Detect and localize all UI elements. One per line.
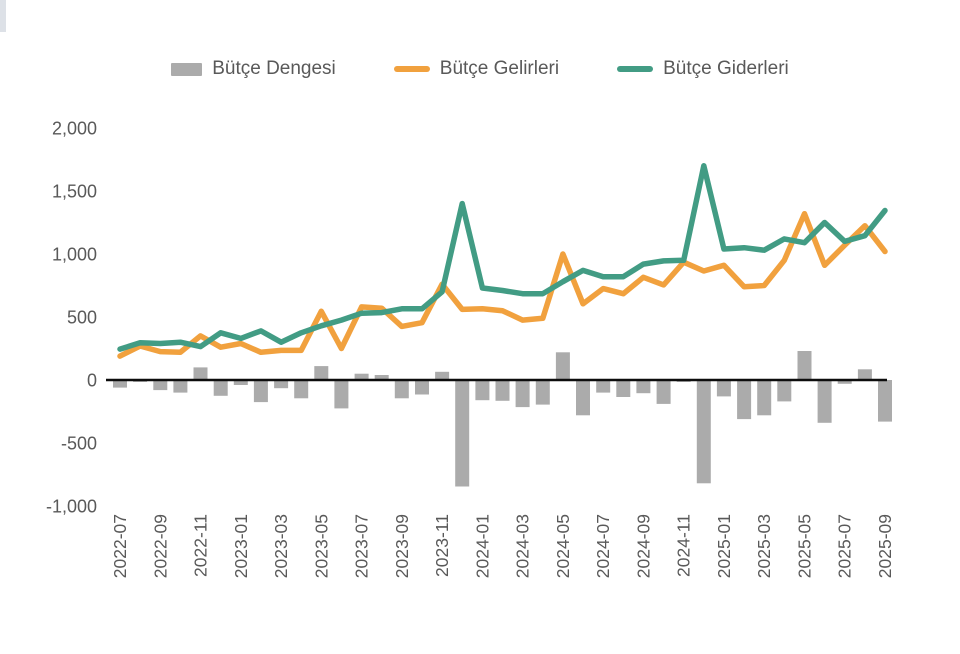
bar-budget-balance (455, 380, 470, 487)
x-tick-label: 2024-03 (513, 514, 533, 578)
y-tick-label: 0 (87, 371, 97, 391)
x-tick-label: 2022-07 (110, 514, 130, 578)
y-tick-label: -500 (61, 434, 97, 454)
bar-budget-balance (334, 380, 349, 409)
x-tick-label: 2023-11 (432, 514, 452, 577)
legend-label-budget-balance: Bütçe Dengesi (212, 58, 336, 79)
legend-swatch-budget-revenues (393, 66, 430, 72)
bar-budget-balance (394, 380, 409, 399)
x-tick-label: 2024-01 (472, 514, 492, 578)
x-tick-label: 2023-01 (231, 514, 251, 578)
bar-budget-balance (173, 380, 188, 393)
x-tick-label: 2025-03 (754, 514, 774, 578)
bar-budget-balance (233, 380, 248, 385)
legend-swatch-budget-expenditures (617, 66, 654, 72)
x-tick-label: 2025-09 (875, 514, 895, 578)
x-tick-label: 2023-07 (352, 514, 372, 578)
x-tick-label: 2022-09 (150, 514, 170, 578)
bar-budget-balance (737, 380, 752, 420)
x-tick-label: 2025-01 (714, 514, 734, 578)
bar-budget-balance (797, 351, 812, 380)
bar-budget-balance (616, 380, 631, 397)
y-tick-label: 1,500 (52, 182, 97, 202)
bar-budget-balance (716, 380, 731, 397)
bar-budget-balance (817, 380, 832, 423)
bar-budget-balance (656, 380, 671, 404)
bar-budget-balance (253, 380, 268, 403)
bar-budget-balance (878, 380, 892, 422)
y-tick-label: 500 (67, 308, 97, 328)
bar-budget-balance (354, 373, 369, 380)
line-budget-revenues (117, 210, 888, 359)
bar-budget-balance (535, 380, 550, 405)
chart-legend: Bütçe Dengesi Bütçe Gelirleri Bütçe Gide… (0, 58, 960, 80)
bar-budget-balance (555, 352, 570, 380)
bar-budget-balance (294, 380, 309, 399)
x-tick-label: 2025-07 (835, 514, 855, 578)
x-tick-label: 2024-07 (593, 514, 613, 578)
bar-budget-balance (636, 380, 651, 394)
bar-budget-balance (274, 380, 289, 389)
legend-swatch-budget-balance (171, 62, 203, 76)
bar-budget-balance (435, 371, 450, 380)
x-tick-label: 2024-05 (553, 514, 573, 578)
bar-budget-balance (576, 380, 590, 416)
bar-budget-balance (757, 380, 772, 416)
x-tick-label: 2024-11 (674, 514, 694, 577)
bar-budget-balance (857, 369, 872, 380)
legend-item-budget-revenues: Bütçe Gelirleri (393, 58, 560, 80)
x-tick-label: 2025-05 (795, 514, 815, 578)
y-tick-label: -1,000 (46, 497, 97, 517)
bar-budget-balance (596, 380, 611, 393)
window-edge-artifact (0, 0, 6, 32)
legend-label-budget-revenues: Bütçe Gelirleri (439, 58, 560, 79)
bar-budget-balance (193, 367, 208, 380)
legend-item-budget-balance: Bütçe Dengesi (171, 58, 336, 80)
bar-budget-balance (415, 380, 429, 395)
bar-budget-balance (837, 380, 852, 384)
bar-budget-balance (475, 380, 490, 401)
line-budget-expenditures (117, 163, 888, 352)
bar-budget-balance (495, 380, 510, 401)
bar-budget-balance (213, 380, 228, 396)
bar-budget-balance (314, 366, 329, 380)
bar-budget-balance (153, 380, 168, 391)
x-tick-label: 2022-11 (191, 514, 211, 577)
x-tick-label: 2023-09 (392, 514, 412, 578)
bar-budget-balance (374, 375, 389, 380)
bar-budget-balance (515, 380, 530, 408)
bar-budget-balance (696, 380, 711, 484)
x-tick-label: 2024-09 (633, 514, 653, 578)
bar-budget-balance (113, 380, 127, 388)
y-tick-label: 2,000 (52, 119, 97, 139)
y-tick-label: 1,000 (52, 245, 97, 265)
legend-label-budget-expenditures: Bütçe Giderleri (663, 58, 789, 79)
legend-item-budget-expenditures: Bütçe Giderleri (617, 58, 789, 80)
x-tick-label: 2023-05 (311, 514, 331, 578)
bar-budget-balance (777, 380, 792, 402)
x-tick-label: 2023-03 (271, 514, 291, 578)
